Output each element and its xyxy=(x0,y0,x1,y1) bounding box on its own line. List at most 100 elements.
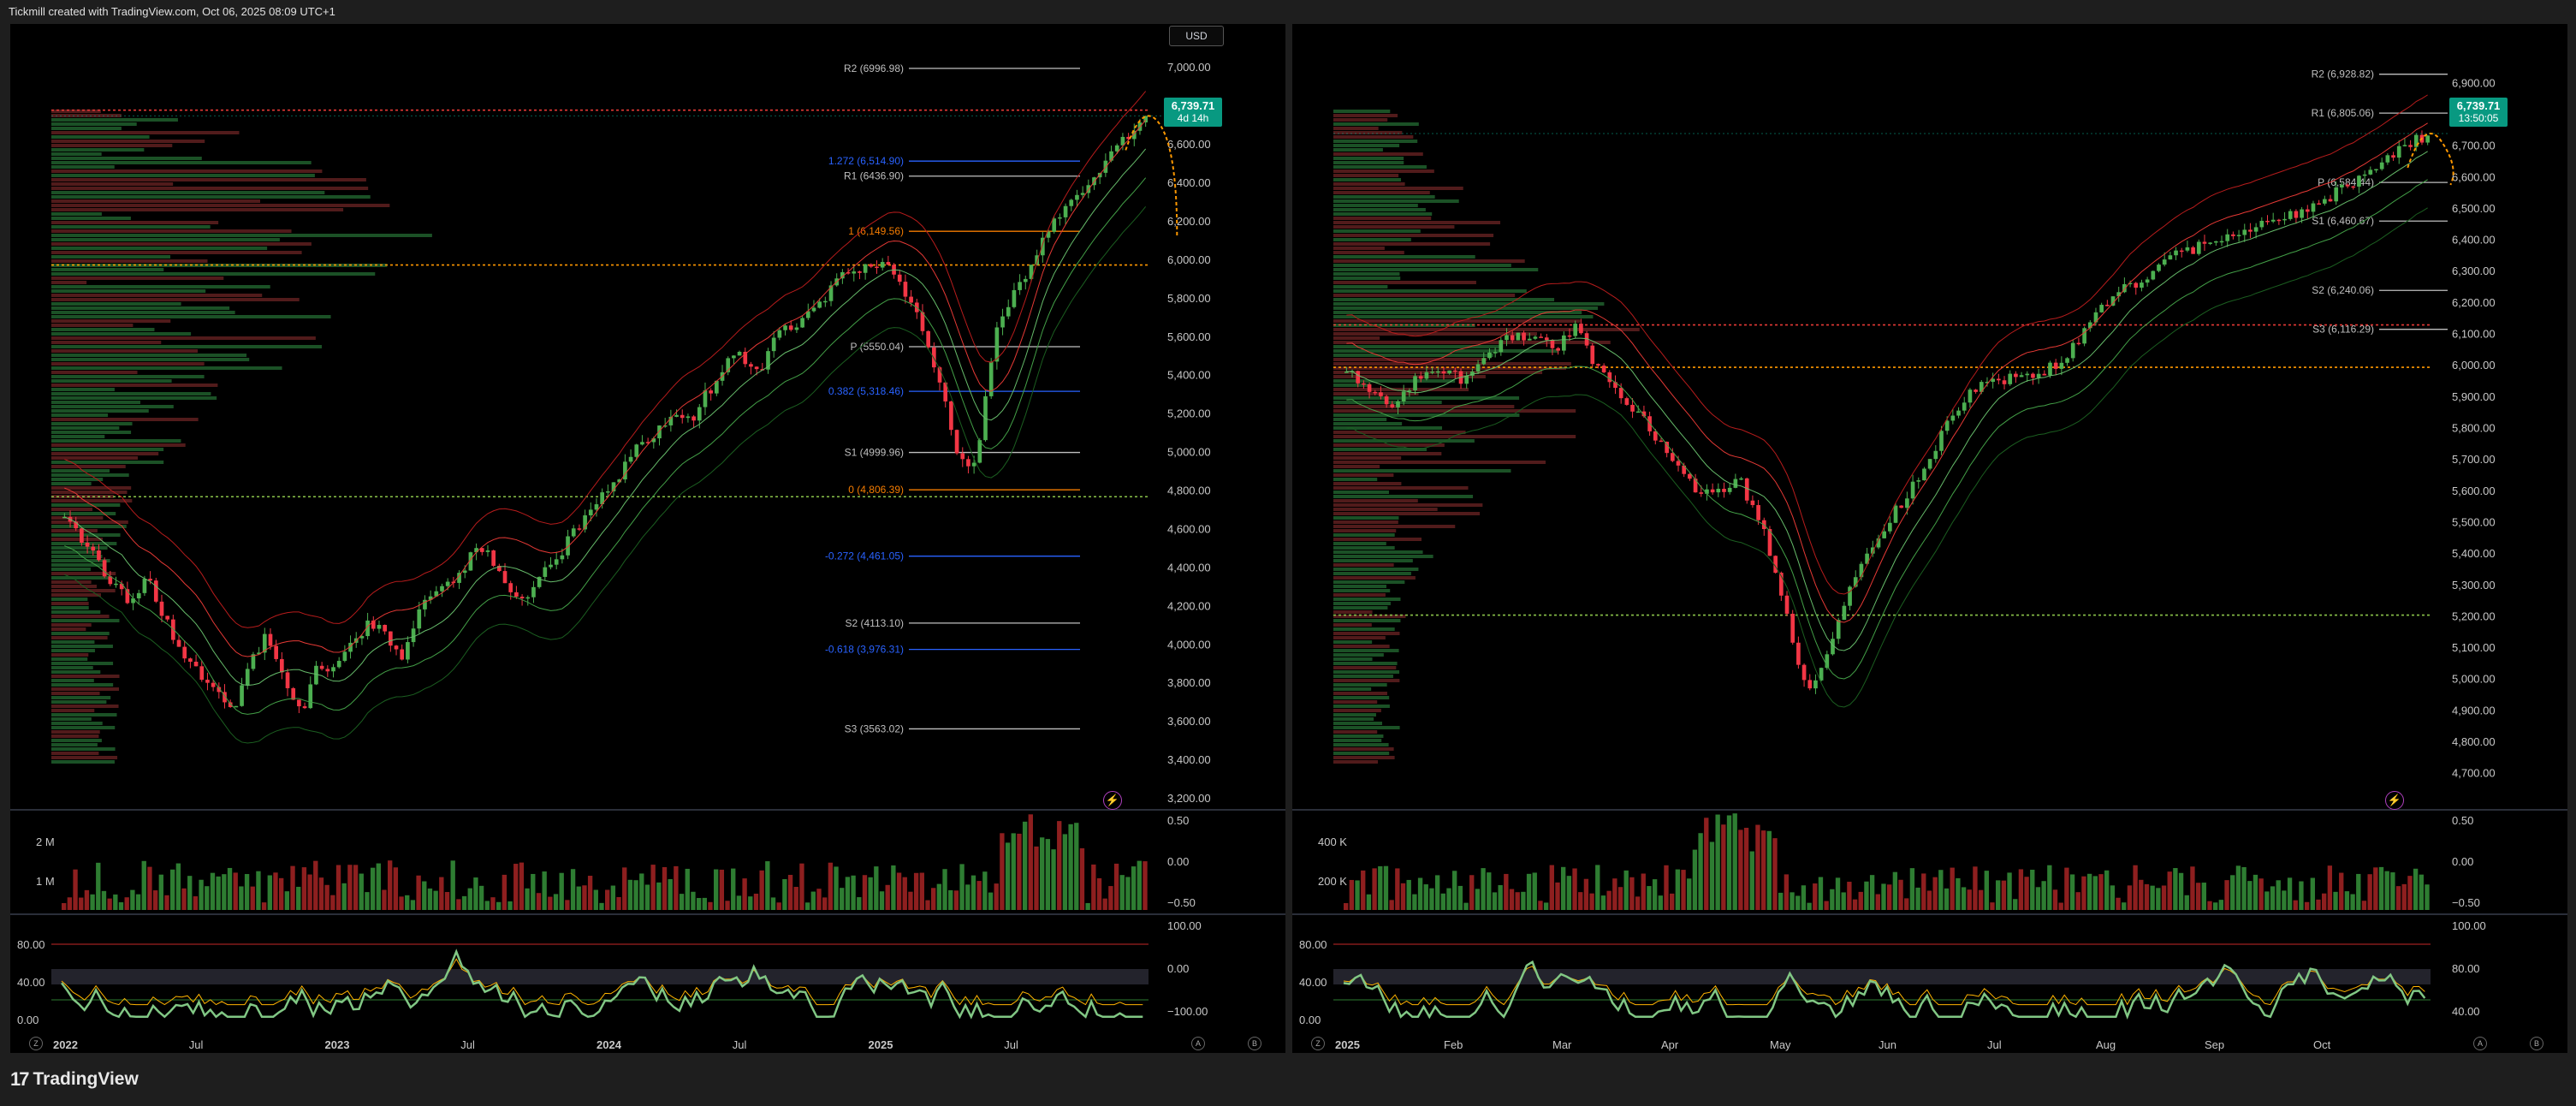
volume-profile-bar xyxy=(1333,388,1469,391)
price-axis-tick: 6,400.00 xyxy=(1167,176,1211,189)
volume-bar xyxy=(1990,902,1995,910)
osc-left-tick: 0.00 xyxy=(1299,1014,1321,1026)
bold-scale-button[interactable]: B xyxy=(2530,1037,2543,1050)
volume-bar xyxy=(1743,828,1749,910)
volume-bar xyxy=(90,894,95,910)
bold-scale-button[interactable]: B xyxy=(1248,1037,1261,1050)
auto-scale-button[interactable]: A xyxy=(2473,1037,2487,1050)
volume-bar xyxy=(976,881,982,910)
candle-body xyxy=(1671,453,1675,461)
candle-body xyxy=(1601,366,1606,372)
volume-profile-bar xyxy=(51,285,270,288)
price-axis-tick: 5,100.00 xyxy=(2452,641,2496,654)
volume-bar xyxy=(988,892,994,910)
price-axis-tick: 5,200.00 xyxy=(1167,407,1211,420)
volume-bar xyxy=(553,894,559,910)
volume-bar xyxy=(2069,874,2075,910)
volume-profile-bar xyxy=(1333,217,1432,220)
price-axis-tick: 3,400.00 xyxy=(1167,753,1211,766)
candle-body xyxy=(1029,265,1034,279)
volume-bar xyxy=(782,878,787,910)
timezone-button[interactable]: Z xyxy=(1311,1037,1325,1050)
volume-bar xyxy=(1698,833,1703,910)
volume-profile-bar xyxy=(1333,302,1605,306)
candle-body xyxy=(125,589,130,604)
currency-button[interactable]: USD xyxy=(1169,26,1224,46)
candle-body xyxy=(777,330,782,338)
chart-canvas-left[interactable]: 7,000.006,800.006,600.006,400.006,200.00… xyxy=(10,24,1285,1053)
candle-body xyxy=(1590,345,1595,365)
volume-bar xyxy=(2333,891,2338,910)
tradingview-logo[interactable]: 17 TradingView xyxy=(10,1068,139,1091)
candle-body xyxy=(2179,250,2184,253)
volume-bar xyxy=(393,867,399,910)
volume-bar xyxy=(175,863,181,910)
volume-bar xyxy=(536,893,542,910)
volume-bar xyxy=(2086,873,2092,910)
lightning-icon[interactable]: ⚡ xyxy=(2385,791,2404,810)
volume-bar xyxy=(261,902,267,910)
volume-bar xyxy=(1366,894,1372,910)
volume-profile-bar xyxy=(1333,503,1483,507)
volume-profile-bar xyxy=(51,542,117,545)
candle-body xyxy=(1710,489,1715,493)
volume-profile-bar xyxy=(1333,229,1421,233)
candle-body xyxy=(709,390,713,394)
volume-bar xyxy=(1984,871,1989,910)
timezone-button[interactable]: Z xyxy=(29,1037,43,1050)
candle-body xyxy=(2087,322,2092,329)
candle-body xyxy=(686,416,691,419)
volume-bar xyxy=(1938,870,1944,910)
volume-bar xyxy=(2098,874,2104,910)
volume-profile-bar xyxy=(51,302,181,306)
volume-bar xyxy=(353,865,359,910)
candle-body xyxy=(462,570,467,574)
candle-body xyxy=(1401,391,1406,402)
price-axis-tick: 6,600.00 xyxy=(1167,138,1211,151)
chart-panel-left[interactable]: 7,000.006,800.006,600.006,400.006,200.00… xyxy=(10,24,1285,1053)
volume-right-tick: 0.00 xyxy=(1167,855,1189,868)
volume-bar xyxy=(1589,893,1594,910)
volume-profile-bar xyxy=(51,298,300,301)
chart-panel-right[interactable]: 6,900.006,800.006,700.006,600.006,500.00… xyxy=(1292,24,2567,1053)
volume-profile-bar xyxy=(1333,709,1381,712)
volume-profile-bar xyxy=(1333,221,1501,224)
candle-body xyxy=(869,264,874,267)
candle-body xyxy=(703,390,708,407)
volume-bar xyxy=(513,864,519,910)
volume-profile-bar xyxy=(1333,422,1403,425)
volume-bar xyxy=(2144,883,2150,910)
candle-body xyxy=(119,583,124,590)
volume-profile-bar xyxy=(51,615,110,618)
level-label: -0.272 (4,461.05) xyxy=(825,550,904,562)
lightning-icon[interactable]: ⚡ xyxy=(1103,791,1122,810)
volume-profile-bar xyxy=(1333,294,1516,297)
volume-bar xyxy=(2224,880,2229,910)
candle-body xyxy=(1000,316,1005,328)
volume-bar xyxy=(2350,894,2355,910)
volume-bar xyxy=(1778,892,1784,910)
volume-bar xyxy=(233,872,238,910)
volume-bar xyxy=(559,872,564,910)
volume-bar xyxy=(1875,894,1880,910)
auto-scale-button[interactable]: A xyxy=(1191,1037,1205,1050)
volume-bar xyxy=(164,895,169,910)
price-axis-tick: 6,700.00 xyxy=(2452,140,2496,152)
candle-body xyxy=(1046,231,1051,238)
candle-body xyxy=(1407,390,1412,392)
volume-bar xyxy=(1641,873,1646,910)
volume-bar xyxy=(2133,865,2138,910)
chart-canvas-right[interactable]: 6,900.006,800.006,700.006,600.006,500.00… xyxy=(1292,24,2567,1053)
candle-body xyxy=(966,459,970,467)
candle-body xyxy=(1848,586,1852,606)
candle-body xyxy=(165,615,169,620)
volume-bar xyxy=(2035,887,2041,910)
volume-profile-bar xyxy=(51,752,99,755)
volume-profile-bar xyxy=(51,593,102,597)
volume-bar xyxy=(1629,877,1635,910)
volume-profile-bar xyxy=(51,413,109,417)
volume-bar xyxy=(2241,866,2247,910)
volume-bar xyxy=(296,886,301,910)
candle-body xyxy=(62,516,67,519)
volume-profile-bar xyxy=(1333,384,1372,387)
